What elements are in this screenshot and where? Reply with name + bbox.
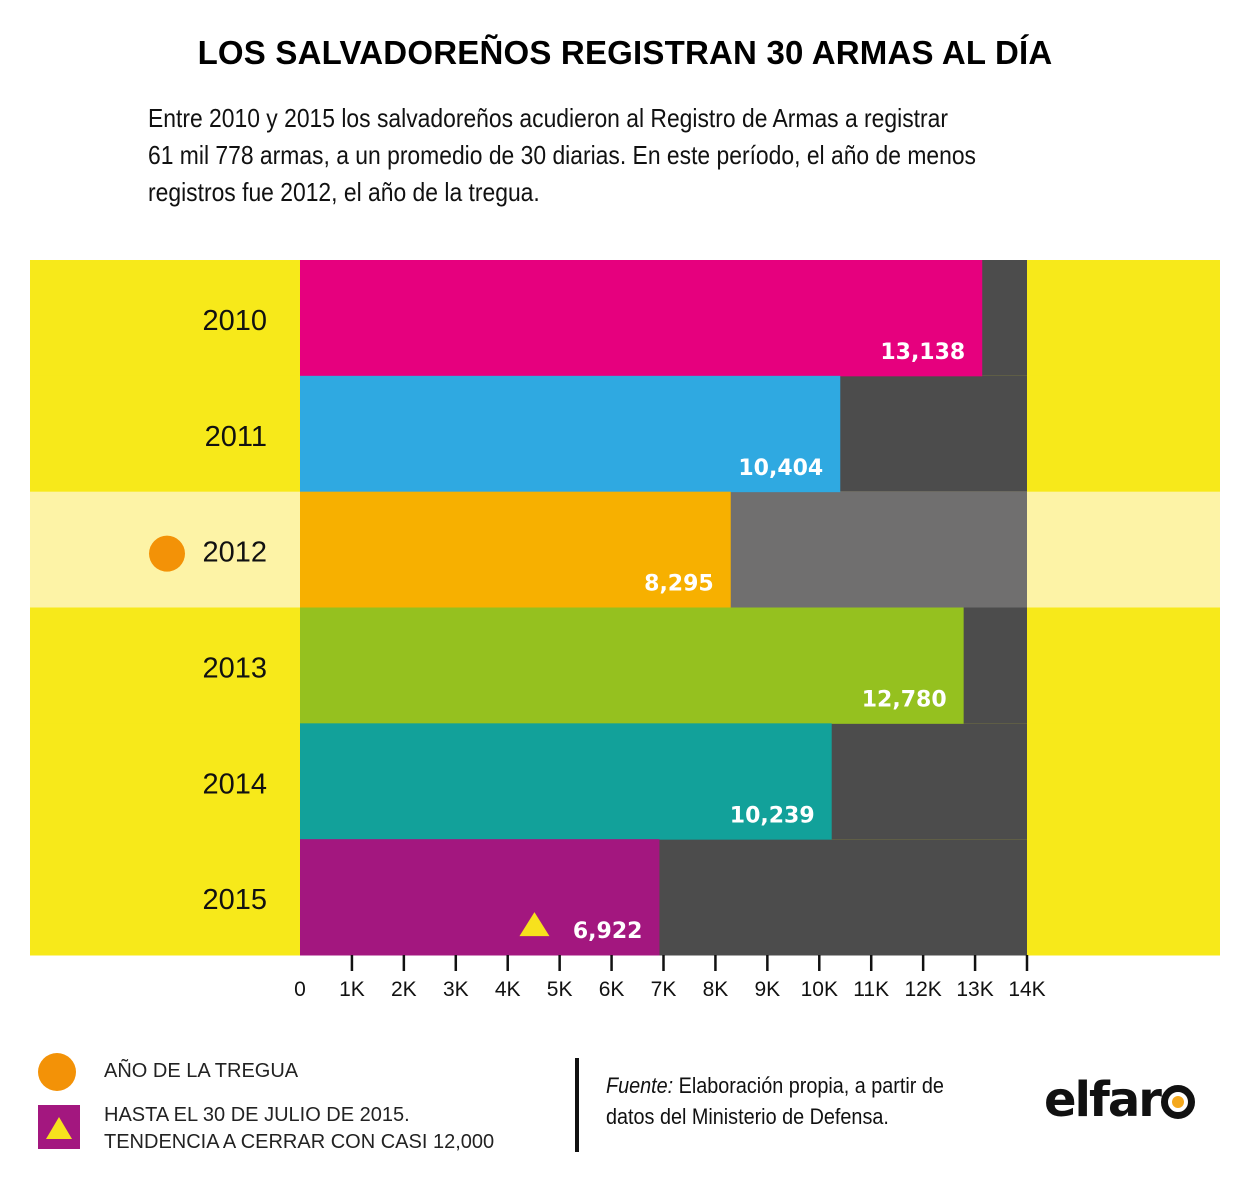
- x-tick-label: 5K: [547, 978, 573, 1001]
- x-tick-label: 7K: [651, 978, 677, 1001]
- value-label-2010: 13,138: [880, 340, 965, 365]
- value-label-2012: 8,295: [644, 572, 714, 597]
- x-tick-label: 13K: [956, 978, 993, 1001]
- bar-2014: [300, 723, 832, 840]
- value-label-2013: 12,780: [862, 688, 947, 713]
- orange-circle-icon: [149, 535, 185, 572]
- legend-label-line: TENDENCIA A CERRAR CON CASI 12,000: [104, 1131, 495, 1153]
- chart-subtitle: Entre 2010 y 2015 los salvadoreños acudi…: [148, 100, 1028, 211]
- year-label-2012: 2012: [202, 537, 267, 569]
- year-label-2013: 2013: [202, 653, 267, 685]
- year-label-2014: 2014: [202, 768, 267, 800]
- triangle-icon: [38, 1105, 80, 1149]
- bar-2011: [300, 375, 841, 493]
- x-tick-label: 11K: [853, 978, 889, 1001]
- x-tick-label: 0: [294, 978, 306, 1001]
- divider: [575, 1058, 579, 1152]
- x-tick-label: 4K: [495, 978, 521, 1001]
- bar-2010: [300, 260, 983, 377]
- value-label-2015: 6,922: [573, 919, 643, 944]
- year-label-2015: 2015: [202, 884, 267, 916]
- bar-2012: [300, 491, 731, 608]
- subtitle-line: registros fue 2012, el año de la tregua.: [148, 177, 540, 207]
- logo-text: elfar: [1044, 1072, 1162, 1128]
- elfaro-logo: elfar: [1044, 1072, 1195, 1128]
- bar-2013: [300, 607, 964, 724]
- x-tick-label: 10K: [801, 978, 838, 1001]
- yellow-triangle-on-purple-icon: [38, 1105, 80, 1149]
- x-tick-label: 3K: [443, 978, 469, 1001]
- bars: [300, 260, 983, 956]
- x-tick-label: 2K: [391, 978, 417, 1001]
- source-text: Elaboración propia, a partir de: [673, 1073, 944, 1098]
- legend-label-line: HASTA EL 30 DE JULIO DE 2015.: [104, 1104, 410, 1126]
- x-tick-label: 6K: [599, 978, 625, 1001]
- labels: 2010 13,138 2011 10,404 2012 8,295 2013 12,780 2…: [149, 305, 965, 944]
- chart-title: LOS SALVADOREÑOS REGISTRAN 30 ARMAS AL D…: [197, 34, 1053, 71]
- year-label-2010: 2010: [202, 305, 267, 337]
- orange-circle-icon: [38, 1053, 76, 1091]
- x-tick-label: 14K: [1008, 978, 1045, 1001]
- bar-2015: [300, 839, 660, 956]
- x-tick-label: 12K: [904, 978, 941, 1001]
- subtitle-line: Entre 2010 y 2015 los salvadoreños acudi…: [148, 103, 948, 133]
- bar-chart: 2010 13,138 2011 10,404 2012 8,295 2013 12,780 2…: [30, 260, 1220, 1001]
- source-label: Fuente:: [606, 1073, 674, 1098]
- subtitle-line: 61 mil 778 armas, a un promedio de 30 di…: [148, 140, 976, 170]
- source-text: datos del Ministerio de Defensa.: [606, 1104, 889, 1129]
- value-label-2011: 10,404: [738, 456, 823, 481]
- x-tick-label: 1K: [339, 978, 365, 1001]
- x-axis: 0 1K 2K 3K 4K 5K 6K 7K 8K 9K 10K 11K 12K 13K 14K: [294, 955, 1046, 1001]
- yellow-triangle-icon: [519, 912, 550, 937]
- year-label-2011: 2011: [205, 421, 267, 453]
- logo-o-icon: [1160, 1085, 1195, 1119]
- x-tick-label: 8K: [703, 978, 729, 1001]
- value-label-2014: 10,239: [730, 803, 815, 828]
- x-tick-label: 9K: [755, 978, 781, 1001]
- legend-label: AÑO DE LA TREGUA: [104, 1060, 299, 1082]
- source-note: Fuente: Elaboración propia, a partir de …: [606, 1070, 944, 1132]
